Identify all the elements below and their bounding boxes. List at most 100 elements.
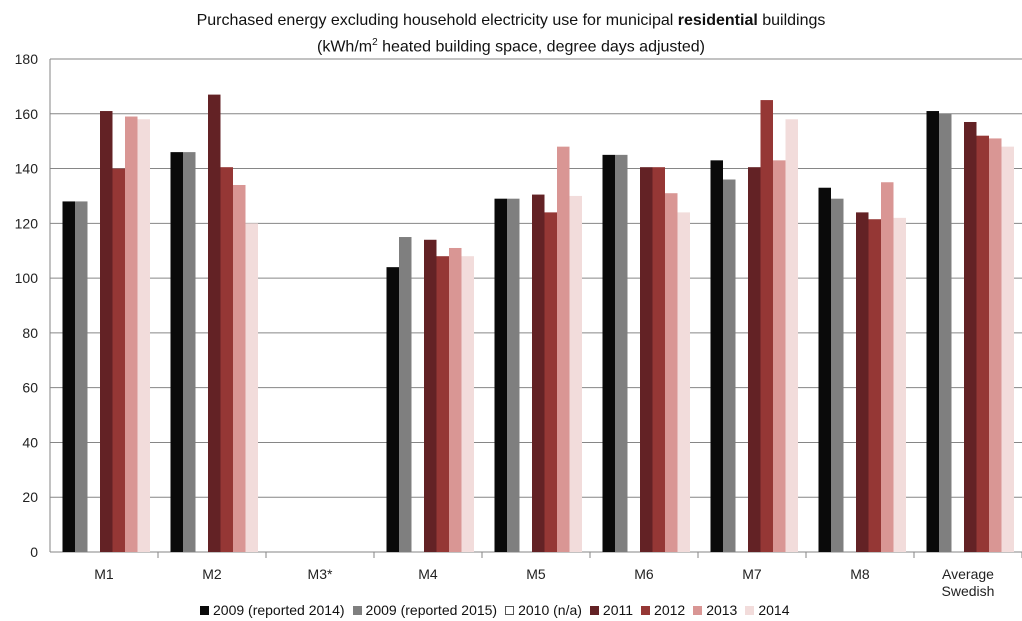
y-tick-label: 180 [15,51,39,67]
bar [461,256,474,552]
bar [640,167,653,553]
title-line: Purchased energy excluding household ele… [0,10,1022,32]
subtitle-post: heated building space, degree days adjus… [377,38,705,56]
legend-item: 2009 (reported 2015) [352,602,498,618]
legend-label: 2010 (n/a) [518,602,582,618]
bar [856,212,869,552]
legend-swatch [693,605,703,615]
legend-label: 2009 (reported 2014) [213,602,345,618]
legend-swatch [641,605,651,615]
bar [881,182,894,552]
bar [602,154,615,552]
bar [424,239,437,552]
legend-item: 2010 (n/a) [505,602,582,618]
title-pre: Purchased energy excluding household ele… [196,12,678,29]
bar [652,167,665,553]
x-tick-label: M6 [634,566,654,582]
bar [868,219,881,552]
y-tick-label: 40 [22,434,38,450]
bar [245,223,258,553]
legend-item: 2009 (reported 2014) [200,602,345,618]
x-tick-label: Swedish [942,583,995,599]
bar [100,111,113,553]
bar [557,146,570,552]
x-tick-label: M1 [94,566,114,582]
bar [818,187,831,552]
legend-swatch [745,605,755,615]
bar [893,217,906,552]
legend-item: 2012 [641,602,685,618]
y-tick-label: 20 [22,489,38,505]
bar [831,198,844,552]
bar [773,160,786,553]
legend-swatch [200,605,209,615]
bar [183,152,196,552]
bar [723,179,736,552]
bar [989,138,1002,552]
bar [748,167,761,553]
bar [760,100,773,552]
bar [220,167,233,553]
title-post: buildings [757,12,826,29]
x-tick-label: M2 [202,566,222,582]
bar [939,113,952,553]
legend-label: 2011 [602,602,634,618]
subtitle-pre: (kWh/m [316,38,373,56]
bar [137,119,150,552]
bar [569,195,582,552]
bar [665,193,678,552]
legend-swatch [352,605,362,615]
bar [399,237,412,552]
y-tick-label: 140 [15,161,39,177]
chart-title: Purchased energy excluding household ele… [0,10,1022,58]
x-tick-label: M3* [308,566,333,582]
y-tick-label: 160 [15,106,39,122]
bar [449,247,462,552]
legend-label: 2014 [758,602,790,618]
legend-label: 2013 [706,602,738,618]
bar [532,194,545,552]
y-tick-label: 60 [22,380,38,396]
bar [785,119,798,552]
x-tick-label: M4 [418,566,438,582]
bar [976,135,989,552]
bar [170,152,183,552]
y-tick-label: 0 [30,544,38,560]
legend-item: 2011 [589,602,634,618]
bar [926,111,939,553]
bar [62,201,75,552]
subtitle-sup: 2 [372,37,378,48]
bar [386,267,399,552]
bar [112,168,125,553]
x-tick-label: Average [942,566,994,582]
bar-chart: 0 20 40 60 80 100 120 140 160 180 M1 M2 M3* M4 M5 M6 M7 M… [15,51,1022,599]
bar [208,94,221,552]
bar [710,160,723,553]
bar [125,116,138,553]
x-tick-label: M7 [742,566,762,582]
y-tick-label: 120 [15,215,39,231]
title-bold: residential [677,12,758,29]
bar [436,256,449,552]
legend-item: 2014 [745,602,790,618]
legend-label: 2012 [654,602,686,618]
y-tick-label: 80 [22,325,38,341]
x-tick-label: M5 [526,566,546,582]
subtitle-line: (kWh/m2 heated building space, degree da… [0,32,1022,58]
bar [544,212,557,552]
bar [233,184,246,552]
bar [964,121,977,552]
legend-label: 2009 (reported 2015) [365,602,498,618]
bar [494,198,507,552]
legend-swatch [589,605,599,615]
bar [75,201,88,552]
chart-legend: 2009 (reported 2014) 2009 (reported 2015)… [200,602,790,618]
legend-swatch [505,605,515,615]
y-tick-label: 100 [15,270,39,286]
bar [507,198,520,552]
legend-item: 2013 [693,602,737,618]
bar [615,154,628,552]
bar [677,212,690,552]
x-tick-label: M8 [850,566,870,582]
bar [1001,146,1014,552]
